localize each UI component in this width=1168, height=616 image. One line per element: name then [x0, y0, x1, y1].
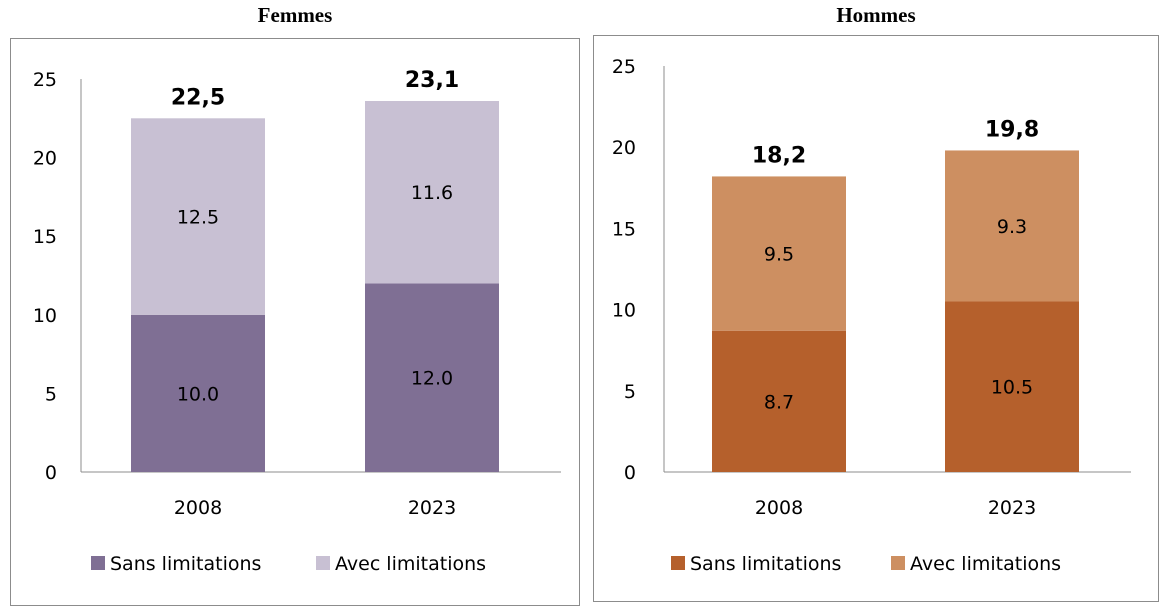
y-tick-label: 20 [33, 148, 57, 170]
bar-segment-2023-sans [945, 301, 1079, 472]
chart-femmes: 0 5 10 15 20 25 10.0 12.5 22,5 2008 12.0 11.6 23,1 20… [33, 68, 561, 575]
data-label: 10.0 [177, 383, 219, 405]
y-tick-label: 25 [33, 69, 57, 91]
total-label: 19,8 [985, 117, 1039, 142]
legend-label: Avec limitations [335, 553, 486, 575]
total-label: 18,2 [752, 143, 806, 168]
x-tick-label: 2023 [988, 497, 1036, 519]
y-tick-label: 5 [624, 381, 636, 403]
legend-swatch [891, 556, 905, 570]
data-label: 9.3 [997, 216, 1027, 238]
chart-hommes: 0 5 10 15 20 25 8.7 9.5 18,2 2008 10.5 9.3 19,8 2023 S… [612, 56, 1131, 575]
legend-swatch [91, 556, 105, 570]
total-label: 23,1 [405, 68, 459, 93]
y-tick-label: 20 [612, 137, 636, 159]
legend-swatch [671, 556, 685, 570]
x-tick-label: 2008 [755, 497, 803, 519]
y-tick-label: 25 [612, 56, 636, 78]
x-tick-label: 2023 [408, 497, 456, 519]
legend-label: Avec limitations [910, 553, 1061, 575]
chart-title-hommes: Hommes [836, 3, 916, 27]
data-label: 8.7 [764, 391, 794, 413]
bar-segment-2008-avec [712, 176, 846, 331]
y-tick-label: 0 [624, 462, 636, 484]
y-tick-label: 0 [45, 462, 57, 484]
legend-label: Sans limitations [690, 553, 841, 575]
data-label: 12.5 [177, 207, 219, 229]
y-tick-label: 10 [612, 300, 636, 322]
data-label: 9.5 [764, 244, 794, 266]
bar-segment-2008-avec [131, 118, 265, 315]
data-label: 11.6 [411, 182, 453, 204]
chart-title-femmes: Femmes [257, 3, 333, 27]
y-tick-label: 5 [45, 383, 57, 405]
bar-segment-2023-sans [365, 283, 499, 472]
data-label: 10.5 [991, 377, 1033, 399]
legend-swatch [316, 556, 330, 570]
bar-segment-2008-sans [131, 314, 265, 472]
bar-segment-2023-avec [365, 101, 499, 284]
y-tick-label: 15 [612, 218, 636, 240]
bar-segment-2023-avec [945, 150, 1079, 302]
total-label: 22,5 [171, 85, 225, 110]
data-label: 12.0 [411, 368, 453, 390]
y-tick-label: 10 [33, 305, 57, 327]
legend-label: Sans limitations [110, 553, 261, 575]
x-tick-label: 2008 [174, 497, 222, 519]
bar-segment-2008-sans [712, 330, 846, 472]
y-tick-label: 15 [33, 226, 57, 248]
chart-panel-femmes: 0 5 10 15 20 25 10.0 12.5 22,5 2008 12.0 11.6 23,1 20… [10, 38, 580, 606]
chart-panel-hommes: 0 5 10 15 20 25 8.7 9.5 18,2 2008 10.5 9.3 19,8 2023 S… [593, 35, 1159, 602]
